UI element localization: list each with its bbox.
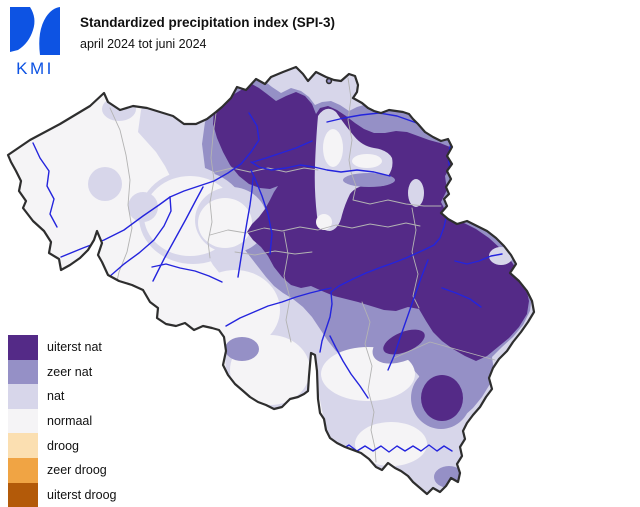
river-vesdre <box>454 253 503 265</box>
map-corridor-white-1 <box>323 129 343 167</box>
kmi-logo: KMI <box>10 7 60 77</box>
legend-swatch-uiterst-droog <box>8 482 38 507</box>
map-patch-zeer-nat-sw <box>225 337 259 361</box>
legend: uiterst nat zeer nat nat normaal droog z… <box>8 335 116 507</box>
legend-item: zeer droog <box>8 457 116 483</box>
map-pocket-gaume <box>355 422 427 466</box>
river-ourthe <box>387 259 429 371</box>
logo-left-shape <box>10 7 35 52</box>
legend-item: uiterst droog <box>8 482 117 507</box>
legend-swatch-droog <box>8 433 38 458</box>
legend-swatch-uiterst-nat <box>8 335 38 360</box>
map-corridor-zeer-nat-strip <box>343 173 395 187</box>
map-blob-ourthe-dark <box>383 329 425 355</box>
river-sambre <box>225 287 332 327</box>
map-corridor-white-2 <box>352 154 382 168</box>
logo-right-shape <box>39 7 60 55</box>
legend-swatch-normaal <box>8 408 38 434</box>
river-haine <box>151 263 223 283</box>
map-notch-meuse-valley <box>408 179 424 207</box>
baarle-enclave-dot <box>325 77 333 85</box>
legend-swatch-nat <box>8 384 38 409</box>
legend-label-zeer-droog: zeer droog <box>47 463 107 478</box>
river-lesse <box>329 335 369 399</box>
river-ambleve <box>441 287 482 308</box>
legend-item: uiterst nat <box>8 335 116 360</box>
legend-label-droog: droog <box>47 438 79 453</box>
legend-item: normaal <box>8 408 116 434</box>
legend-swatch-zeer-droog <box>8 457 38 483</box>
river-leie <box>60 196 171 258</box>
legend-label-uiterst-droog: uiterst droog <box>47 487 117 502</box>
map-patch-nat-west1 <box>88 167 122 201</box>
logo-text: KMI <box>16 59 54 77</box>
legend-item: nat <box>8 384 116 409</box>
map-pocket-brussels <box>198 198 252 248</box>
page-title: Standardized precipitation index (SPI-3) <box>80 15 336 30</box>
province-borders <box>109 77 496 463</box>
river-schelde-lower <box>169 112 260 198</box>
legend-label-zeer-nat: zeer nat <box>47 364 93 379</box>
river-zenne <box>237 177 254 278</box>
map-blob-bastogne-dark <box>421 375 463 421</box>
page-subtitle: april 2024 tot juni 2024 <box>80 37 207 51</box>
map-patch-nat-west2 <box>128 192 158 222</box>
river-demer <box>250 161 391 177</box>
legend-item: droog <box>8 433 116 458</box>
river-schelde-upper <box>108 196 172 278</box>
legend-swatch-zeer-nat <box>8 359 38 385</box>
legend-label-nat: nat <box>47 389 65 404</box>
river-nete <box>252 140 313 163</box>
legend-label-normaal: normaal <box>47 414 93 429</box>
legend-label-uiterst-nat: uiterst nat <box>47 340 102 355</box>
river-dijle <box>250 169 273 255</box>
legend-item: zeer nat <box>8 359 116 385</box>
river-dender <box>152 186 204 282</box>
river-ijzer <box>32 142 58 228</box>
map-corridor-white-3 <box>316 214 332 230</box>
